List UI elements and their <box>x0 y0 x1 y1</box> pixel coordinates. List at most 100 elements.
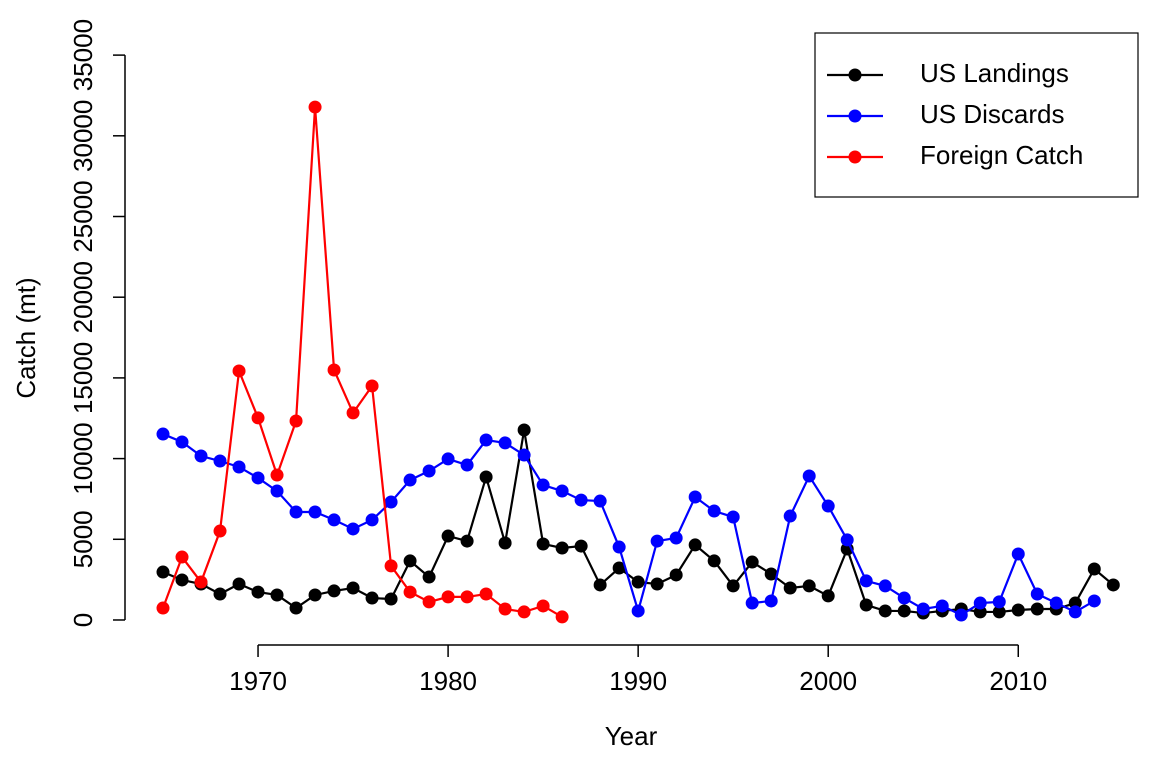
data-point <box>536 599 550 613</box>
data-point <box>517 423 531 437</box>
x-axis-label: Year <box>605 721 658 751</box>
data-point <box>707 554 721 568</box>
data-point <box>327 513 341 527</box>
data-point <box>1049 596 1063 610</box>
data-point <box>707 504 721 518</box>
data-point <box>289 505 303 519</box>
data-point <box>479 470 493 484</box>
data-point <box>194 449 208 463</box>
y-tick-label: 10000 <box>68 422 98 494</box>
data-point <box>308 588 322 602</box>
x-tick-label: 1980 <box>419 666 477 696</box>
data-point <box>1087 594 1101 608</box>
data-point <box>992 595 1006 609</box>
data-point <box>764 567 778 581</box>
data-point <box>384 495 398 509</box>
data-point <box>593 578 607 592</box>
data-point <box>194 575 208 589</box>
data-point <box>612 540 626 554</box>
data-point <box>631 604 645 618</box>
data-point <box>669 531 683 545</box>
data-point <box>954 608 968 622</box>
legend-label: US Discards <box>920 99 1064 129</box>
data-point <box>327 584 341 598</box>
x-tick-label: 2000 <box>799 666 857 696</box>
data-point <box>346 406 360 420</box>
x-tick-label: 1970 <box>229 666 287 696</box>
data-point <box>251 471 265 485</box>
data-point <box>1068 605 1082 619</box>
data-point <box>745 555 759 569</box>
data-point <box>251 585 265 599</box>
data-point <box>878 604 892 618</box>
data-point <box>232 364 246 378</box>
x-tick-label: 2010 <box>989 666 1047 696</box>
data-point <box>935 599 949 613</box>
data-point <box>365 513 379 527</box>
y-tick-label: 20000 <box>68 261 98 333</box>
legend-label: Foreign Catch <box>920 140 1083 170</box>
data-point <box>1030 602 1044 616</box>
data-point <box>213 524 227 538</box>
data-point <box>764 594 778 608</box>
data-point <box>669 568 683 582</box>
data-point <box>289 601 303 615</box>
y-tick-label: 30000 <box>68 100 98 172</box>
data-point <box>555 610 569 624</box>
data-point <box>1011 603 1025 617</box>
data-point <box>650 577 664 591</box>
data-point <box>688 490 702 504</box>
data-point <box>802 469 816 483</box>
y-tick-label: 5000 <box>68 510 98 568</box>
data-point <box>593 494 607 508</box>
data-point <box>384 592 398 606</box>
data-point <box>631 575 645 589</box>
data-point <box>384 559 398 573</box>
data-point <box>536 537 550 551</box>
y-tick-label: 0 <box>68 613 98 627</box>
legend-label: US Landings <box>920 58 1069 88</box>
data-point <box>859 574 873 588</box>
series-line <box>161 106 563 618</box>
legend-marker <box>848 68 862 82</box>
data-point <box>555 484 569 498</box>
data-point <box>555 541 569 555</box>
data-point <box>403 473 417 487</box>
data-point <box>365 379 379 393</box>
x-tick-label: 1990 <box>609 666 667 696</box>
data-point <box>175 550 189 564</box>
data-point <box>498 436 512 450</box>
data-point <box>156 565 170 579</box>
data-point <box>821 499 835 513</box>
y-axis-label: Catch (mt) <box>11 277 41 398</box>
data-point <box>365 591 379 605</box>
data-point <box>175 435 189 449</box>
data-point <box>270 588 284 602</box>
data-point <box>403 585 417 599</box>
data-point <box>726 579 740 593</box>
data-point <box>1030 587 1044 601</box>
data-point <box>156 601 170 615</box>
data-point <box>232 460 246 474</box>
data-point <box>422 464 436 478</box>
data-point <box>688 538 702 552</box>
data-point <box>973 596 987 610</box>
y-tick-label: 15000 <box>68 342 98 414</box>
data-point <box>878 579 892 593</box>
y-tick-label: 35000 <box>68 19 98 91</box>
data-point <box>270 484 284 498</box>
data-point <box>859 598 873 612</box>
data-point <box>213 454 227 468</box>
data-point <box>897 591 911 605</box>
data-point <box>441 590 455 604</box>
data-point <box>650 534 664 548</box>
data-point <box>289 414 303 428</box>
data-point <box>251 411 265 425</box>
data-point <box>327 363 341 377</box>
data-point <box>403 554 417 568</box>
data-point <box>726 510 740 524</box>
data-point <box>270 468 284 482</box>
data-point <box>460 590 474 604</box>
data-point <box>574 493 588 507</box>
